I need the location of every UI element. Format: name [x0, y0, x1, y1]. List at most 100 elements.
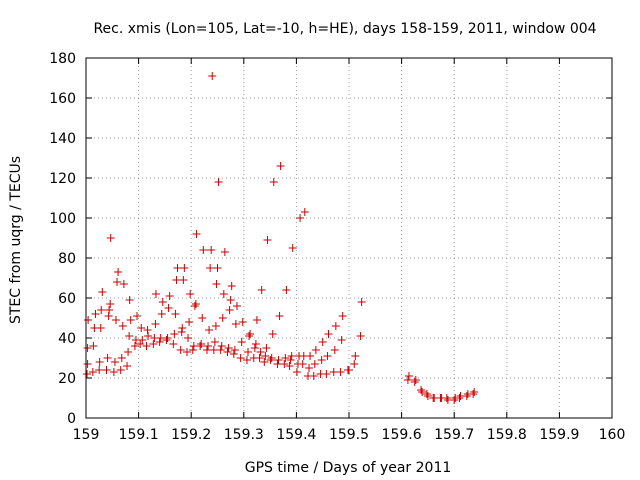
x-tick-label: 160: [599, 427, 626, 443]
data-point: [176, 346, 185, 354]
data-point: [202, 346, 211, 354]
data-point: [123, 362, 132, 370]
data-point: [237, 338, 246, 346]
data-point: [403, 376, 412, 384]
data-point: [186, 290, 195, 298]
data-point: [245, 332, 254, 340]
data-point: [469, 390, 478, 398]
x-tick-label: 159.5: [329, 427, 369, 443]
data-point: [206, 264, 215, 272]
data-point: [292, 368, 301, 376]
data-point: [191, 300, 200, 308]
data-point: [300, 208, 309, 216]
data-point: [164, 304, 173, 312]
data-point: [338, 312, 347, 320]
data-point: [324, 330, 333, 338]
data-point: [91, 310, 100, 318]
data-point: [130, 342, 139, 350]
data-point: [143, 326, 152, 334]
data-point: [274, 356, 283, 364]
data-point: [138, 336, 147, 344]
data-point: [83, 360, 92, 368]
data-point: [137, 324, 146, 332]
data-point: [256, 348, 265, 356]
data-point: [229, 350, 238, 358]
data-point: [336, 368, 345, 376]
data-point: [165, 292, 174, 300]
data-point: [285, 362, 294, 370]
data-point: [268, 330, 277, 338]
data-point: [111, 316, 120, 324]
data-point: [423, 392, 432, 400]
data-point: [252, 316, 261, 324]
data-point: [230, 346, 239, 354]
data-point: [317, 356, 326, 364]
y-tick-label: 60: [58, 291, 76, 307]
data-point: [286, 356, 295, 364]
y-tick-label: 120: [49, 171, 76, 187]
data-point: [298, 360, 307, 368]
data-point: [350, 360, 359, 368]
data-point: [251, 340, 260, 348]
data-point: [224, 344, 233, 352]
data-point: [306, 352, 315, 360]
data-point: [117, 354, 126, 362]
data-point: [136, 340, 145, 348]
data-point: [96, 324, 105, 332]
data-point: [110, 358, 119, 366]
x-tick-label: 159.7: [434, 427, 474, 443]
data-point: [410, 378, 419, 386]
data-point: [231, 320, 240, 328]
data-point: [179, 276, 188, 284]
data-point: [124, 348, 133, 356]
data-point: [261, 352, 270, 360]
plot-frame: [85, 57, 613, 419]
data-point: [250, 344, 259, 352]
data-point: [310, 360, 319, 368]
data-point: [351, 352, 360, 360]
data-point: [422, 390, 431, 398]
data-point: [232, 302, 241, 310]
data-point: [207, 246, 216, 254]
data-point: [83, 344, 92, 352]
data-point: [242, 356, 251, 364]
data-point: [269, 178, 278, 186]
data-point: [266, 356, 275, 364]
data-point: [244, 348, 253, 356]
data-point: [218, 314, 227, 322]
data-point: [442, 394, 451, 402]
data-points: [83, 72, 479, 404]
data-point: [173, 264, 182, 272]
data-point: [329, 368, 338, 376]
data-point: [288, 244, 297, 252]
data-point: [171, 310, 180, 318]
data-point: [280, 360, 289, 368]
data-point: [216, 346, 225, 354]
data-point: [226, 296, 235, 304]
data-point: [95, 366, 104, 374]
x-tick-label: 159.4: [276, 427, 316, 443]
data-point: [318, 338, 327, 346]
y-tick-label: 160: [49, 91, 76, 107]
x-tick-label: 159.6: [382, 427, 422, 443]
data-point: [255, 354, 264, 362]
data-point: [125, 332, 134, 340]
y-tick-label: 40: [58, 331, 76, 347]
data-point: [169, 340, 178, 348]
data-point: [188, 346, 197, 354]
data-point: [213, 264, 222, 272]
data-point: [238, 318, 247, 326]
y-tick-label: 20: [58, 371, 76, 387]
data-point: [89, 342, 98, 350]
data-point: [133, 312, 142, 320]
data-point: [156, 334, 165, 342]
data-point: [418, 388, 427, 396]
data-point: [356, 332, 365, 340]
data-point: [455, 394, 464, 402]
data-point: [204, 342, 213, 350]
data-point: [105, 306, 114, 314]
data-point: [462, 392, 471, 400]
data-point: [178, 324, 187, 332]
data-point: [113, 278, 122, 286]
data-point: [142, 342, 151, 350]
